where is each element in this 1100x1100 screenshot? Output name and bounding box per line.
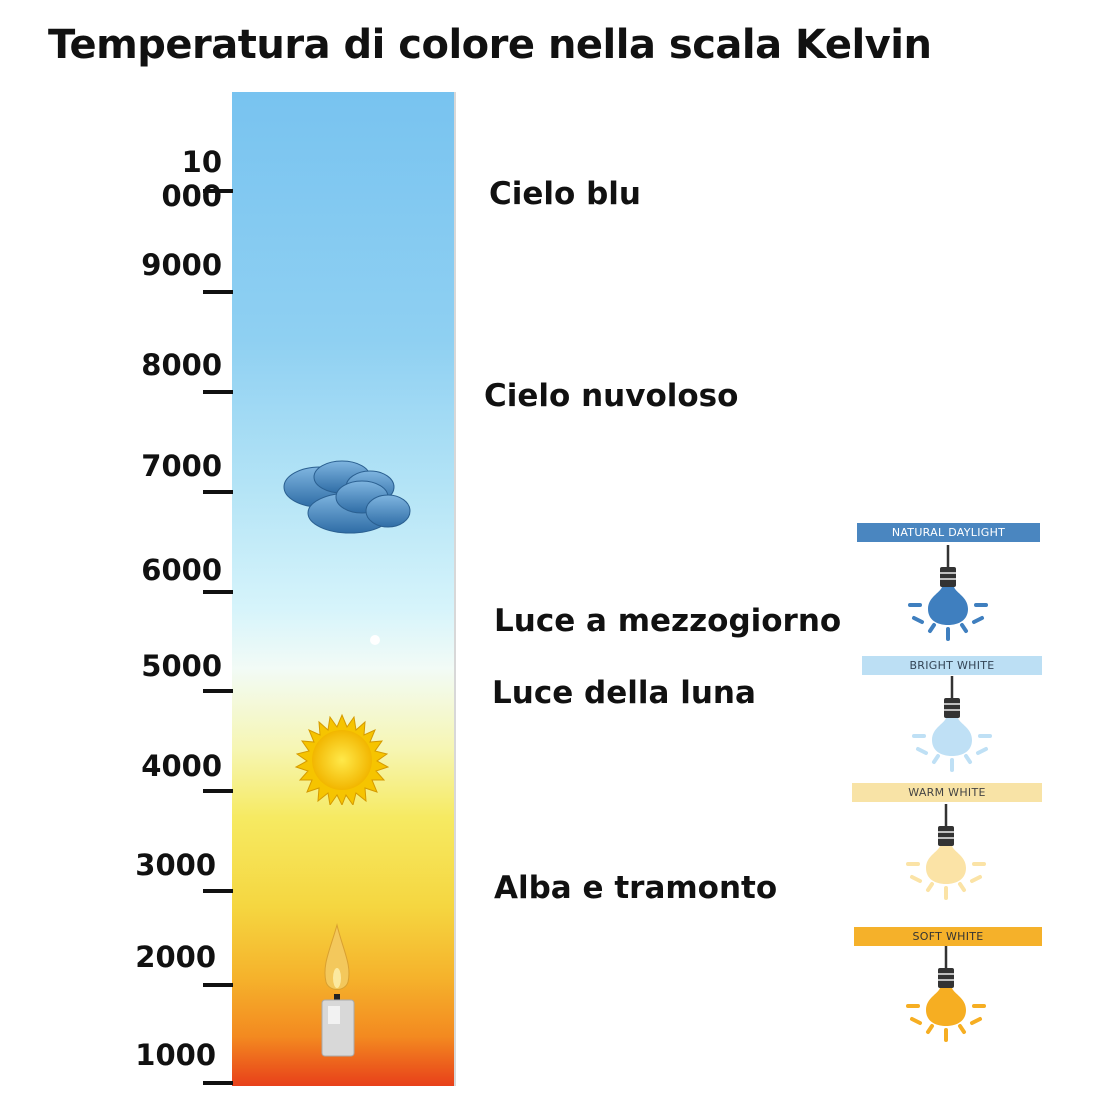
bulb-tag-warm-white: WARM WHITE (852, 783, 1042, 802)
bulb-bright-white-icon (912, 676, 992, 772)
label-luce-mezzogiorno: Luce a mezzogiorno (494, 603, 842, 639)
bulb-tag-soft-white: SOFT WHITE (854, 927, 1042, 946)
tick-label-4000: 4000 (141, 749, 222, 783)
tick-label-8000: 8000 (141, 348, 222, 382)
bulb-tag-bright-white: BRIGHT WHITE (862, 656, 1042, 675)
tick-label-5000: 5000 (141, 649, 222, 683)
tick-label-2000: 2000 (135, 940, 216, 974)
label-cielo-nuvoloso: Cielo nuvoloso (484, 378, 739, 414)
tick-4000 (203, 789, 233, 793)
moon-dot-icon (370, 635, 380, 645)
tick-2000 (203, 983, 233, 987)
page-title: Temperatura di colore nella scala Kelvin (48, 22, 932, 68)
bulb-warm-white-icon (906, 804, 986, 900)
tick-label-7000: 7000 (141, 449, 222, 483)
tick-6000 (203, 590, 233, 594)
sun-icon (294, 713, 390, 805)
kelvin-gradient-bar (232, 92, 456, 1086)
candle-icon (321, 923, 355, 1057)
label-cielo-blu: Cielo blu (489, 176, 642, 212)
tick-label-1000: 1000 (135, 1038, 216, 1072)
tick-3000 (203, 889, 233, 893)
label-alba-tramonto: Alba e tramonto (494, 870, 778, 906)
cloud-icon (283, 460, 411, 534)
label-luce-luna: Luce della luna (492, 675, 756, 711)
tick-1000 (203, 1081, 233, 1085)
tick-10000 (203, 189, 233, 193)
tick-label-6000: 6000 (141, 553, 222, 587)
bulb-soft-white-icon (906, 946, 986, 1042)
bulb-tag-natural-daylight: NATURAL DAYLIGHT (857, 523, 1040, 542)
tick-7000 (203, 490, 233, 494)
bulb-natural-daylight-icon (908, 545, 988, 641)
tick-label-9000: 9000 (141, 248, 222, 282)
tick-label-10000: 10 000 (161, 145, 222, 213)
tick-5000 (203, 689, 233, 693)
tick-9000 (203, 290, 233, 294)
tick-8000 (203, 390, 233, 394)
tick-label-3000: 3000 (135, 848, 216, 882)
